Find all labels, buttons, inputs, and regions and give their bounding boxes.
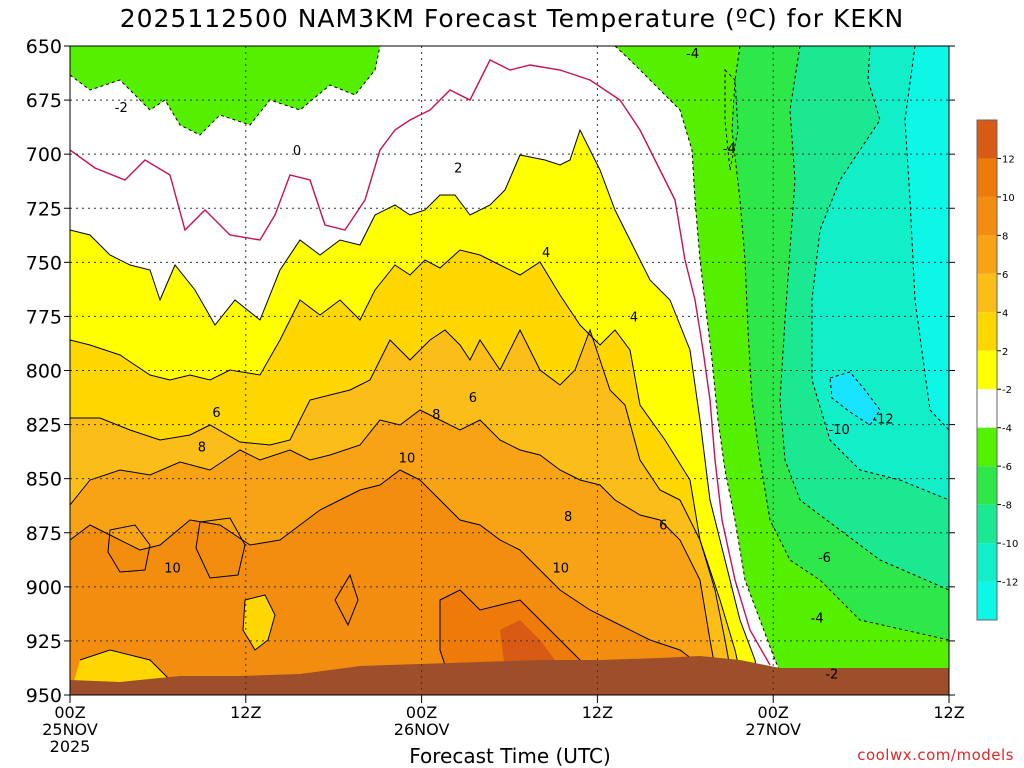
colorbar-band xyxy=(977,273,997,313)
colorbar-label: -12 xyxy=(1002,578,1018,589)
contour-label: 10 xyxy=(164,562,181,577)
x-tick-date: 25NOV xyxy=(42,720,98,739)
y-tick-label: 825 xyxy=(26,415,62,437)
contour-label: -6 xyxy=(818,551,831,566)
y-tick-label: 775 xyxy=(26,306,62,328)
colorbar-band xyxy=(977,581,997,620)
colorbar-label: 12 xyxy=(1002,154,1015,165)
fill-cold-4 xyxy=(905,46,949,430)
colorbar-label: -4 xyxy=(1002,424,1012,435)
x-tick-date: 26NOV xyxy=(394,720,450,739)
contour-label: 6 xyxy=(659,518,667,533)
contour-label: 8 xyxy=(564,510,572,525)
contour-label: 4 xyxy=(630,311,638,326)
y-tick-label: 700 xyxy=(26,144,62,166)
negative-contours xyxy=(70,46,949,695)
x-tick-label: 00Z xyxy=(406,703,437,722)
colorbar-label: 4 xyxy=(1002,308,1008,319)
x-tick-label: 00Z xyxy=(54,703,85,722)
y-tick-label: 725 xyxy=(26,198,62,220)
x-axis-title: Forecast Time (UTC) xyxy=(409,744,611,768)
y-axis: 650 675 700 725 750 775 800 825 850 875 900 925 950 xyxy=(26,36,955,707)
x-tick-year: 2025 xyxy=(50,737,91,756)
colorbar-label: -2 xyxy=(1002,385,1012,396)
colorbar-frame xyxy=(976,119,998,621)
contour-labels: -2 0 2 4 4 6 6 8 8 8 10 10 10 6 -4 -4 -10 -12 -6 -4 -2 xyxy=(115,47,894,683)
y-tick-label: 875 xyxy=(26,523,62,545)
colorbar-label: -6 xyxy=(1002,462,1012,473)
contour-label: 6 xyxy=(212,406,220,421)
contour-label: -12 xyxy=(872,412,893,427)
contour-label: -10 xyxy=(829,423,850,438)
colorbar-band xyxy=(977,389,997,428)
colorbar-band xyxy=(977,350,997,390)
contour-label: -2 xyxy=(825,668,838,683)
fill-pocket-yellow xyxy=(243,595,275,650)
colorbar-band-top xyxy=(977,120,997,159)
contour-lines xyxy=(70,128,761,695)
x-tick-label: 12Z xyxy=(933,703,964,722)
contour-label: -4 xyxy=(723,142,736,157)
colorbar-band xyxy=(977,543,997,582)
contour-label: -4 xyxy=(811,611,824,626)
colorbar-band xyxy=(977,504,997,544)
y-tick-label: 850 xyxy=(26,469,62,491)
contour-label: 4 xyxy=(542,246,550,261)
colorbar-band xyxy=(977,427,997,467)
y-tick-label: 750 xyxy=(26,252,62,274)
y-tick-label: 650 xyxy=(26,36,62,58)
grid xyxy=(70,46,949,695)
contour-label: 6 xyxy=(469,391,477,406)
colorbar-band xyxy=(977,235,997,274)
contour-label: 2 xyxy=(454,161,462,176)
colorbar-label: -8 xyxy=(1002,501,1012,512)
colorbar-label: -10 xyxy=(1002,539,1018,550)
colorbar-label: 8 xyxy=(1002,231,1008,242)
colorbar-band xyxy=(977,466,997,505)
contour-label: 10 xyxy=(553,562,570,577)
contour-label: 0 xyxy=(293,144,301,159)
credit-text: coolwx.com/models xyxy=(857,746,1014,764)
x-tick-date: 27NOV xyxy=(745,720,801,739)
y-tick-label: 925 xyxy=(26,631,62,653)
colorbar-label: 10 xyxy=(1002,193,1015,204)
y-tick-label: 950 xyxy=(26,685,62,707)
colorbar-label: 6 xyxy=(1002,270,1008,281)
contour-label: 8 xyxy=(198,441,206,456)
x-tick-label: 12Z xyxy=(230,703,261,722)
contour-label: 10 xyxy=(399,451,416,466)
chart-title: 2025112500 NAM3KM Forecast Temperature (… xyxy=(119,4,905,33)
contour-label: 8 xyxy=(432,408,440,423)
y-tick-label: 675 xyxy=(26,90,62,112)
colorbar-band xyxy=(977,158,997,197)
terrain xyxy=(70,656,949,695)
colorbar-label: 2 xyxy=(1002,347,1008,358)
fill-green xyxy=(70,46,380,135)
fill-cold-5 xyxy=(830,372,880,425)
colorbar-band xyxy=(977,312,997,351)
contour-label: -4 xyxy=(686,47,699,62)
y-tick-label: 800 xyxy=(26,361,62,383)
y-tick-label: 900 xyxy=(26,577,62,599)
x-tick-label: 00Z xyxy=(758,703,789,722)
colorbar: 12 10 8 6 4 2 -2 -4 -6 -8 -10 -12 xyxy=(976,119,1018,621)
zero-contour xyxy=(70,59,771,666)
colorbar-band xyxy=(977,196,997,236)
x-tick-label: 12Z xyxy=(582,703,613,722)
contour-label: -2 xyxy=(115,101,128,116)
